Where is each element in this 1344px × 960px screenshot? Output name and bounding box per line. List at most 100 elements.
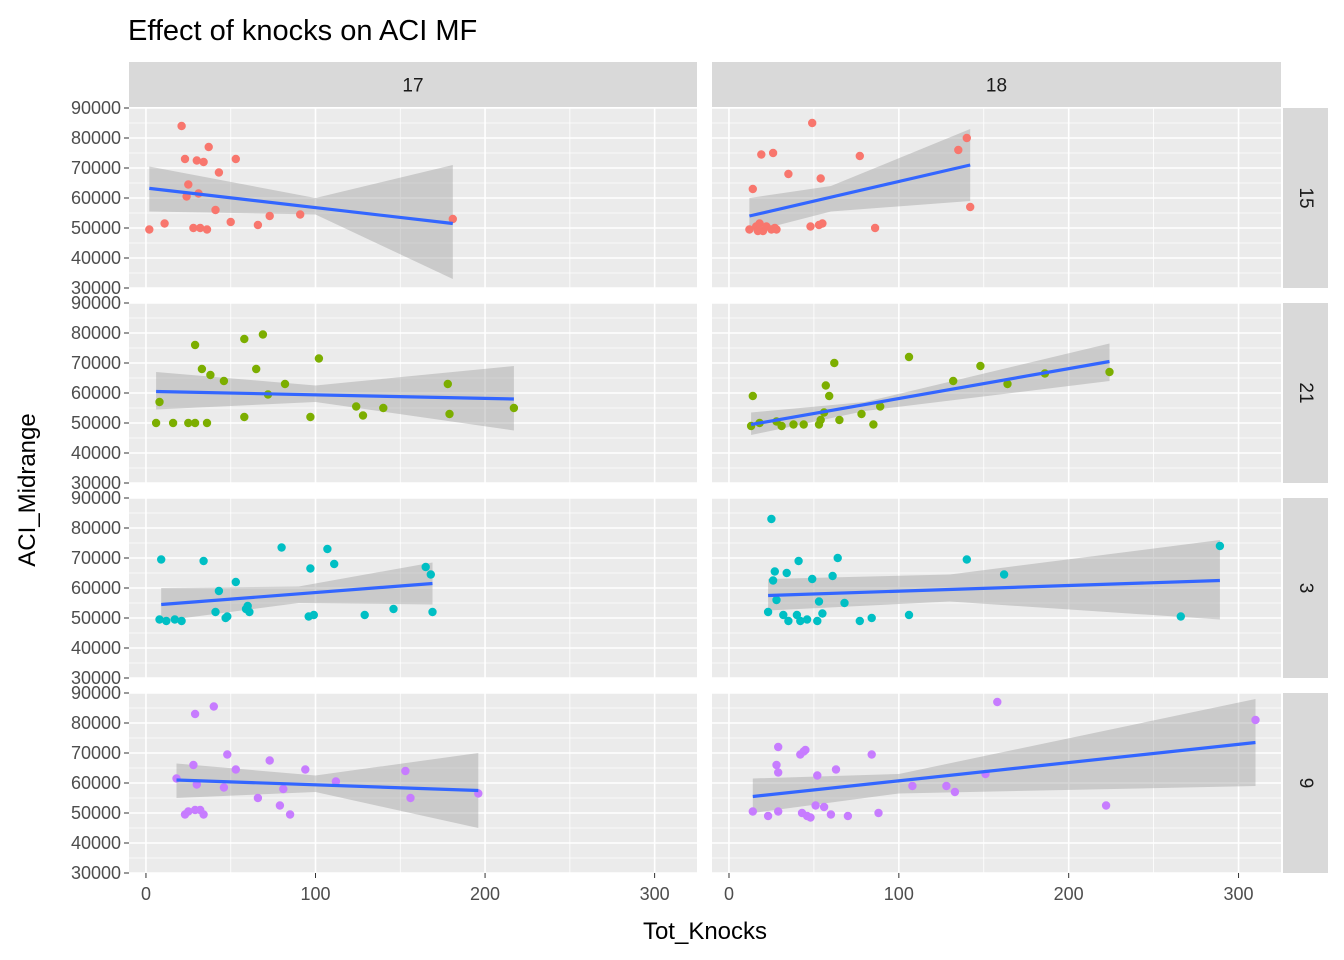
data-point — [993, 697, 1002, 707]
data-point — [1251, 715, 1260, 725]
confidence-band — [156, 366, 514, 431]
data-point — [816, 415, 825, 425]
y-tick-label: 60000 — [71, 383, 121, 403]
data-point — [155, 397, 164, 407]
data-point — [767, 514, 776, 524]
y-tick-label: 70000 — [71, 548, 121, 568]
data-point — [1003, 379, 1012, 389]
data-point — [265, 756, 274, 765]
data-point — [231, 765, 240, 774]
data-point — [192, 780, 201, 789]
data-point — [223, 750, 232, 759]
data-point — [323, 544, 332, 554]
data-point — [231, 577, 240, 587]
data-point — [360, 610, 369, 620]
data-point — [189, 760, 198, 770]
data-point — [855, 151, 864, 161]
x-axis-title: Tot_Knocks — [643, 918, 767, 945]
data-point — [777, 421, 786, 431]
regression-line — [768, 578, 1220, 598]
y-tick-label: 60000 — [71, 188, 121, 208]
y-tick-label: 40000 — [71, 248, 121, 268]
data-point — [314, 354, 324, 363]
y-tick-label: 30000 — [71, 473, 121, 493]
panel-data-9-18 — [748, 697, 1260, 822]
data-point — [799, 420, 808, 429]
data-point — [816, 174, 825, 183]
data-point — [821, 381, 830, 390]
facet-strip-row-9 — [1283, 693, 1328, 873]
data-point — [285, 810, 295, 819]
data-point — [211, 205, 220, 215]
panel-data-3-18 — [763, 514, 1225, 626]
data-point — [904, 610, 914, 620]
data-point — [806, 813, 815, 822]
data-point — [184, 418, 193, 428]
x-tick-label: 300 — [1224, 884, 1254, 904]
data-point — [170, 615, 179, 624]
data-point — [240, 334, 249, 344]
x-tick-label: 300 — [640, 884, 670, 904]
data-point — [253, 220, 263, 230]
data-point — [280, 379, 290, 389]
data-point — [774, 768, 783, 777]
data-point — [1215, 541, 1225, 551]
data-point — [950, 787, 960, 797]
data-point — [814, 597, 824, 606]
data-point — [406, 793, 415, 803]
data-point — [830, 358, 839, 368]
data-point — [962, 555, 971, 564]
data-point — [219, 783, 229, 792]
panel-15-18 — [712, 107, 1281, 289]
y-tick-label: 90000 — [71, 98, 121, 118]
data-point — [330, 559, 339, 569]
data-point — [199, 157, 208, 167]
data-point — [296, 210, 305, 219]
data-point — [189, 223, 198, 233]
data-point — [789, 420, 798, 429]
data-point — [782, 568, 791, 578]
data-point — [763, 607, 773, 617]
panel-data-21-18 — [746, 343, 1114, 435]
facet-strip-row-3 — [1283, 498, 1328, 678]
data-point — [157, 555, 166, 564]
data-point — [160, 219, 169, 228]
confidence-band — [768, 540, 1220, 620]
y-tick-label: 90000 — [71, 488, 121, 508]
data-point — [855, 616, 864, 626]
data-point — [358, 411, 368, 420]
data-point — [833, 553, 842, 563]
data-point — [279, 784, 288, 794]
data-point — [202, 225, 212, 234]
data-point — [835, 415, 844, 425]
data-point — [876, 402, 885, 411]
data-point — [818, 219, 827, 228]
y-tick-label: 80000 — [71, 323, 121, 343]
x-tick-label: 0 — [141, 884, 151, 904]
data-point — [309, 610, 318, 620]
data-point — [190, 709, 200, 719]
regression-line — [750, 359, 1110, 427]
confidence-band — [751, 343, 1110, 435]
facet-label-row-9: 9 — [1295, 778, 1316, 789]
data-point — [999, 570, 1009, 579]
data-point — [774, 742, 783, 752]
data-point — [379, 403, 388, 413]
data-point — [162, 616, 171, 626]
facet-strips: 17 18 15 21 3 9 — [129, 62, 1328, 873]
data-point — [801, 745, 810, 755]
data-point — [794, 556, 803, 566]
data-point — [745, 225, 754, 234]
data-point — [211, 607, 220, 617]
data-point — [209, 702, 218, 711]
data-point — [942, 781, 951, 791]
data-point — [219, 376, 229, 386]
data-point — [757, 150, 766, 159]
data-point — [184, 807, 193, 816]
y-tick-label: 80000 — [71, 518, 121, 538]
data-point — [1101, 801, 1111, 810]
y-tick-label: 60000 — [71, 773, 121, 793]
panel-data-15-18 — [745, 118, 975, 236]
y-tick-label: 40000 — [71, 638, 121, 658]
confidence-band — [149, 165, 453, 279]
